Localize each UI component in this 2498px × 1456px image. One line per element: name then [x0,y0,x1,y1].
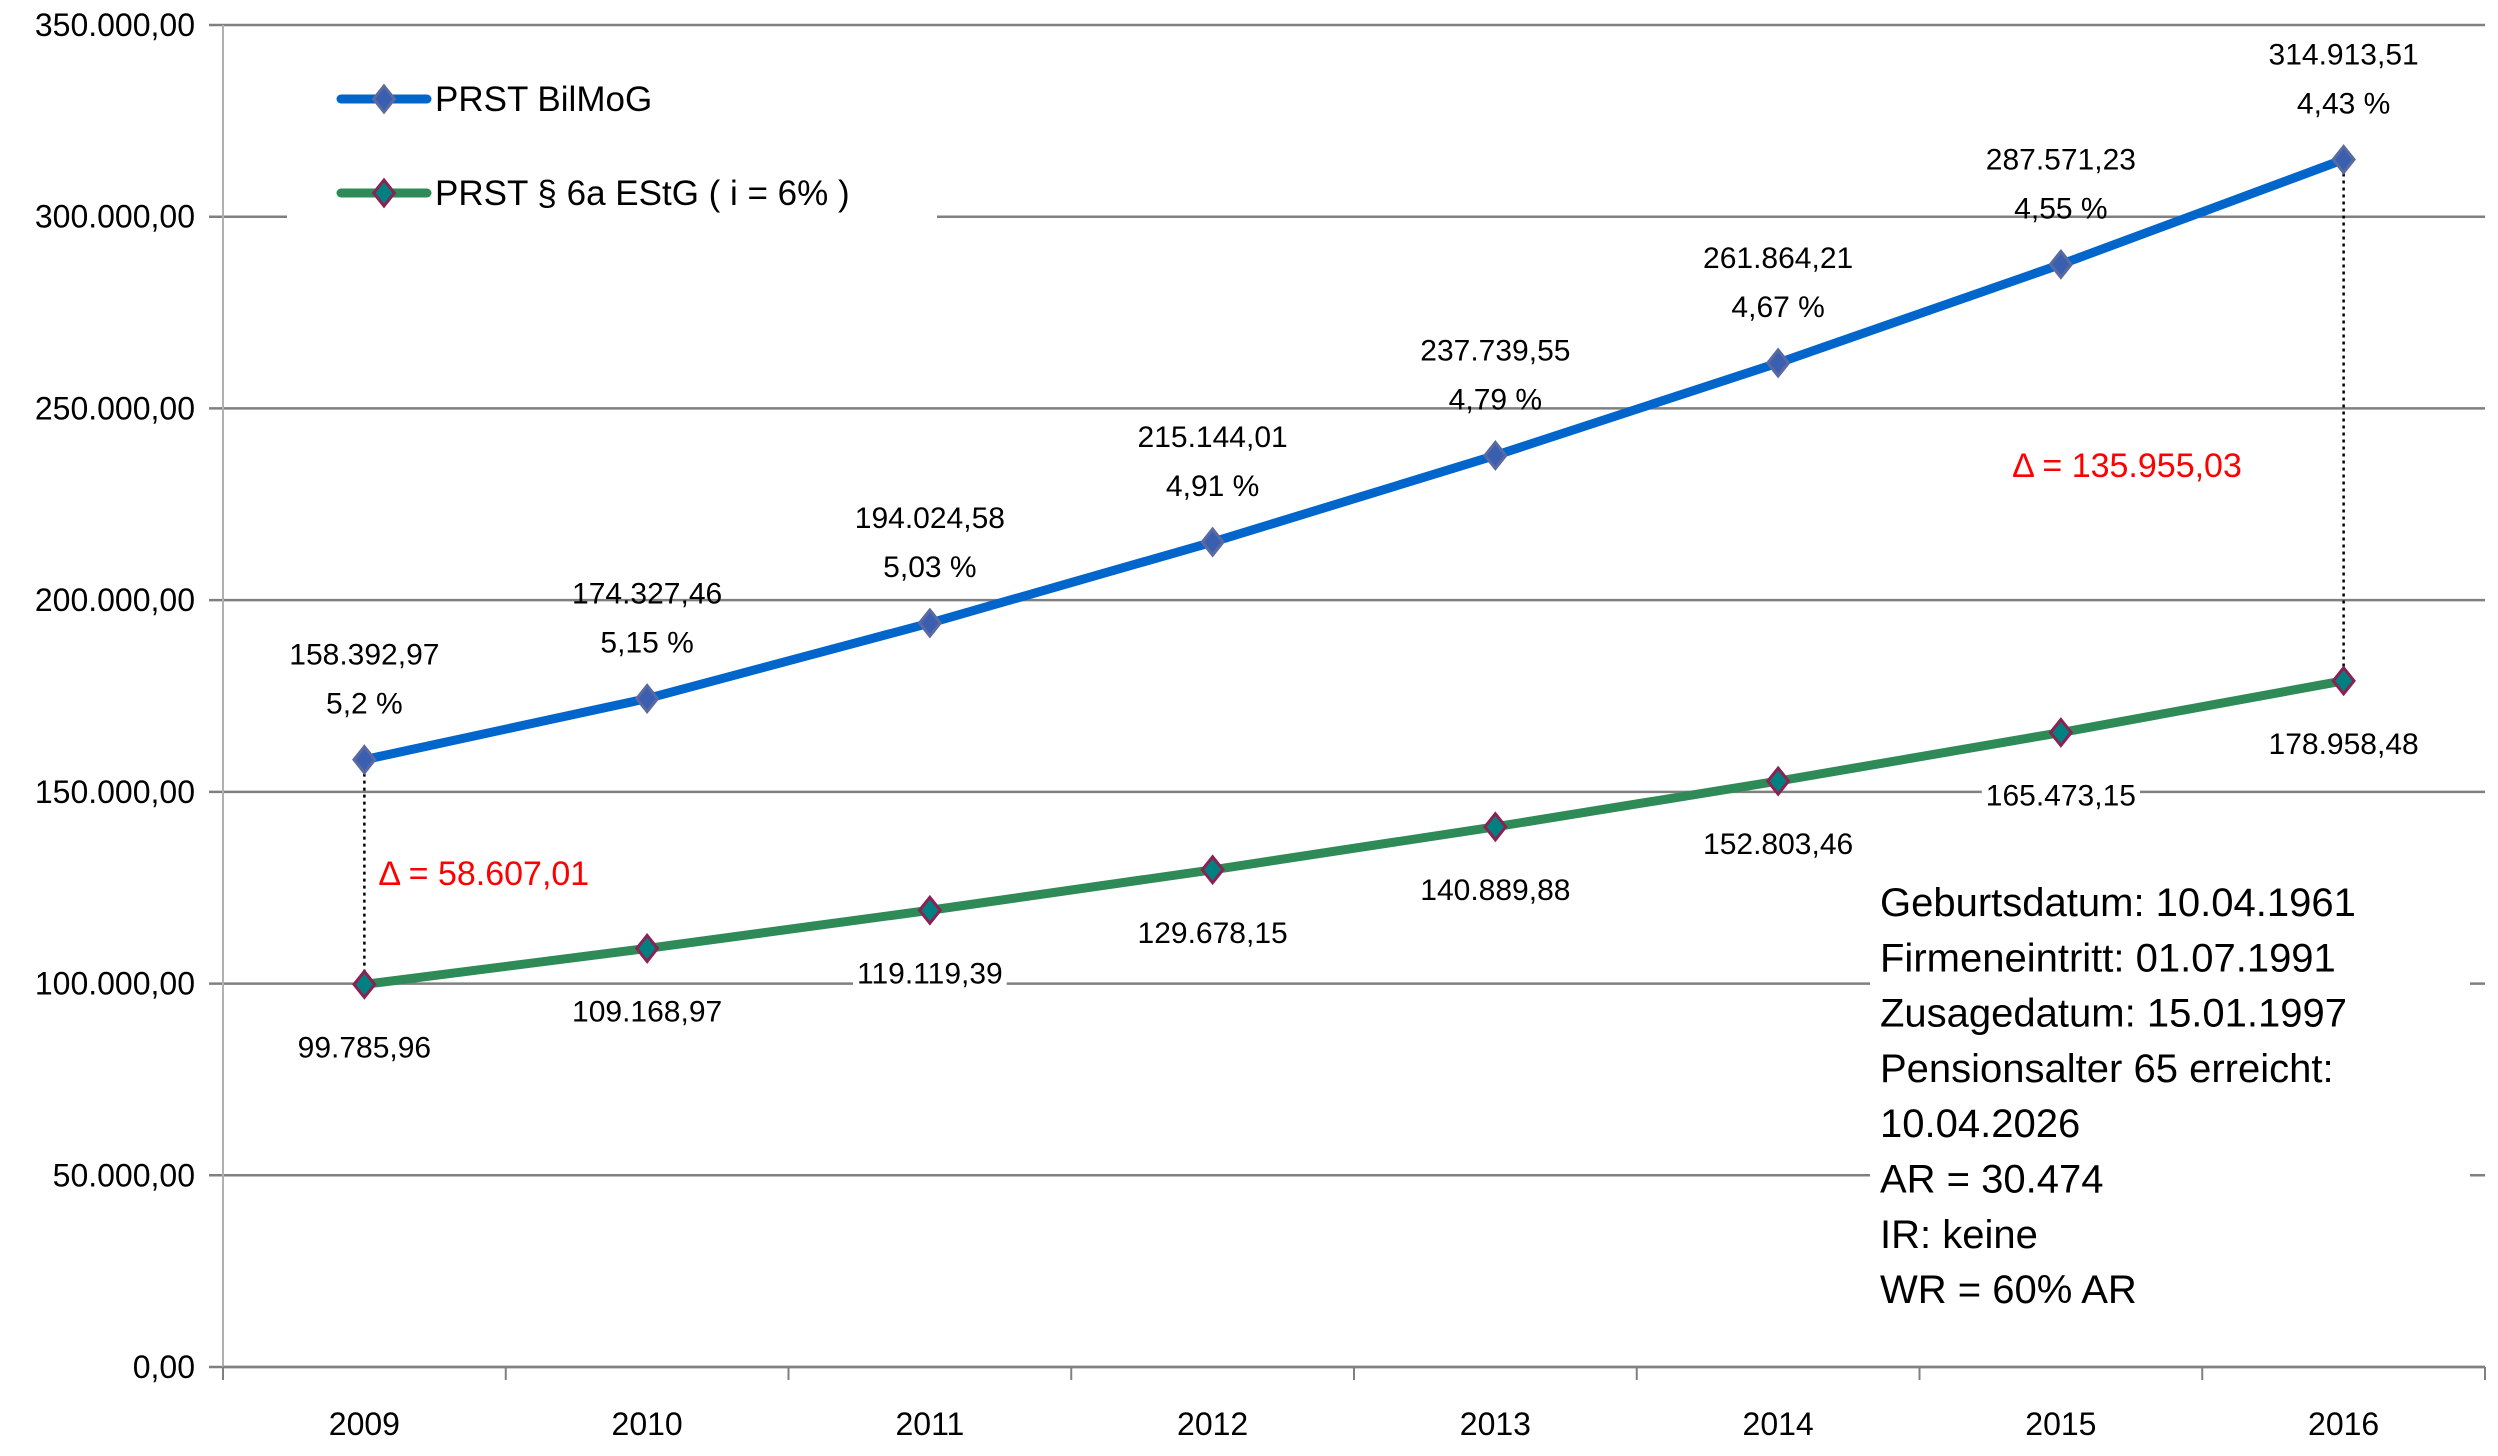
data-label-value: 158.392,97 [289,639,439,672]
legend-marker-icon [371,177,397,209]
data-point-marker [1483,811,1508,843]
data-label-value: 152.803,46 [1703,828,1853,861]
data-point-marker [2331,144,2356,175]
data-label-value: 237.739,55 [1420,334,1570,367]
data-label-background [853,957,1007,991]
y-tick-label: 300.000,00 [35,199,195,235]
y-tick-label: 150.000,00 [35,774,195,810]
x-tick-label: 2012 [1177,1406,1248,1442]
data-point-marker [1483,440,1508,471]
data-label-value: 165.473,15 [1986,780,2136,813]
x-tick-label: 2010 [612,1406,683,1442]
data-label-rate: 5,03 % [883,551,976,584]
data-label-background [2264,727,2423,761]
data-label-background [1416,873,1575,907]
delta-annotation: Δ = 58.607,01 [378,855,589,893]
info-box-line: Firmeneintritt: 01.07.1991 [1880,936,2336,980]
data-point-marker [2331,665,2356,697]
info-box-line: Zusagedatum: 15.01.1997 [1880,992,2347,1036]
data-label-value: 129.678,15 [1138,917,1288,950]
data-point-marker [1765,347,1791,379]
legend-marker-icon [371,83,397,115]
data-label-background [293,1031,436,1065]
data-label-background [1133,916,1292,950]
y-tick-label: 350.000,00 [35,7,195,43]
data-label-rate: 4,55 % [2014,192,2107,225]
data-point-marker [1200,526,1225,558]
data-point-marker [1200,854,1225,886]
data-label-value: 314.913,51 [2269,39,2419,72]
data-label-rate: 4,79 % [1449,383,1542,416]
data-label-rate: 5,2 % [326,688,403,721]
y-tick-label: 0,00 [133,1349,195,1385]
x-tick-label: 2013 [1460,1406,1531,1442]
x-tick-label: 2016 [2308,1406,2379,1442]
info-box-line: Pensionsalter 65 erreicht: [1880,1047,2334,1091]
data-label-rate: 4,67 % [1731,291,1824,324]
data-label-value: 261.864,21 [1703,242,1853,275]
data-label-value: 194.024,58 [855,502,1005,535]
series-line-1 [363,676,2345,989]
info-box-background [1870,862,2470,1332]
data-point-marker [917,894,943,926]
legend-background [287,60,937,232]
data-label-value: 287.571,23 [1986,143,2136,176]
data-label-value: 99.785,96 [298,1031,431,1064]
data-label-value: 119.119,39 [857,957,1003,990]
data-label-background [568,995,727,1029]
data-point-marker [917,607,943,639]
series-line-0 [363,155,2346,765]
data-label-value: 109.168,97 [572,995,722,1028]
x-tick-label: 2015 [2025,1406,2096,1442]
legend-label: PRST BilMoG [435,80,652,119]
info-box-line: WR = 60% AR [1880,1268,2137,1312]
data-point-marker [2048,248,2074,280]
data-point-marker [352,968,377,1000]
data-label-value: 174.327,46 [572,578,722,611]
data-point-marker [352,744,377,776]
y-tick-label: 100.000,00 [35,966,195,1002]
data-label-value: 215.144,01 [1138,421,1288,454]
data-point-marker [634,933,660,964]
data-label-rate: 4,91 % [1166,470,1259,503]
data-point-marker [634,683,660,714]
info-box-line: IR: keine [1880,1213,2038,1257]
x-tick-label: 2011 [895,1406,964,1442]
info-box-line: 10.04.2026 [1880,1102,2080,1146]
info-box-line: Geburtsdatum: 10.04.1961 [1880,881,2356,925]
data-label-value: 178.958,48 [2269,728,2419,761]
legend-label: PRST § 6a EStG ( i = 6% ) [435,174,850,213]
data-label-background [1981,779,2140,813]
x-tick-label: 2009 [329,1406,400,1442]
data-label-rate: 5,15 % [600,627,693,660]
delta-annotation: Δ = 135.955,03 [2012,447,2242,485]
data-point-marker [2048,717,2074,748]
data-label-value: 140.889,88 [1420,874,1570,907]
y-tick-label: 200.000,00 [35,582,195,618]
y-tick-label: 50.000,00 [53,1157,195,1193]
data-label-background [1699,828,1858,862]
data-label-rate: 4,43 % [2297,88,2390,121]
y-tick-label: 250.000,00 [35,390,195,426]
info-box-line: AR = 30.474 [1880,1158,2104,1202]
x-tick-label: 2014 [1743,1406,1814,1442]
data-point-marker [1765,765,1791,797]
